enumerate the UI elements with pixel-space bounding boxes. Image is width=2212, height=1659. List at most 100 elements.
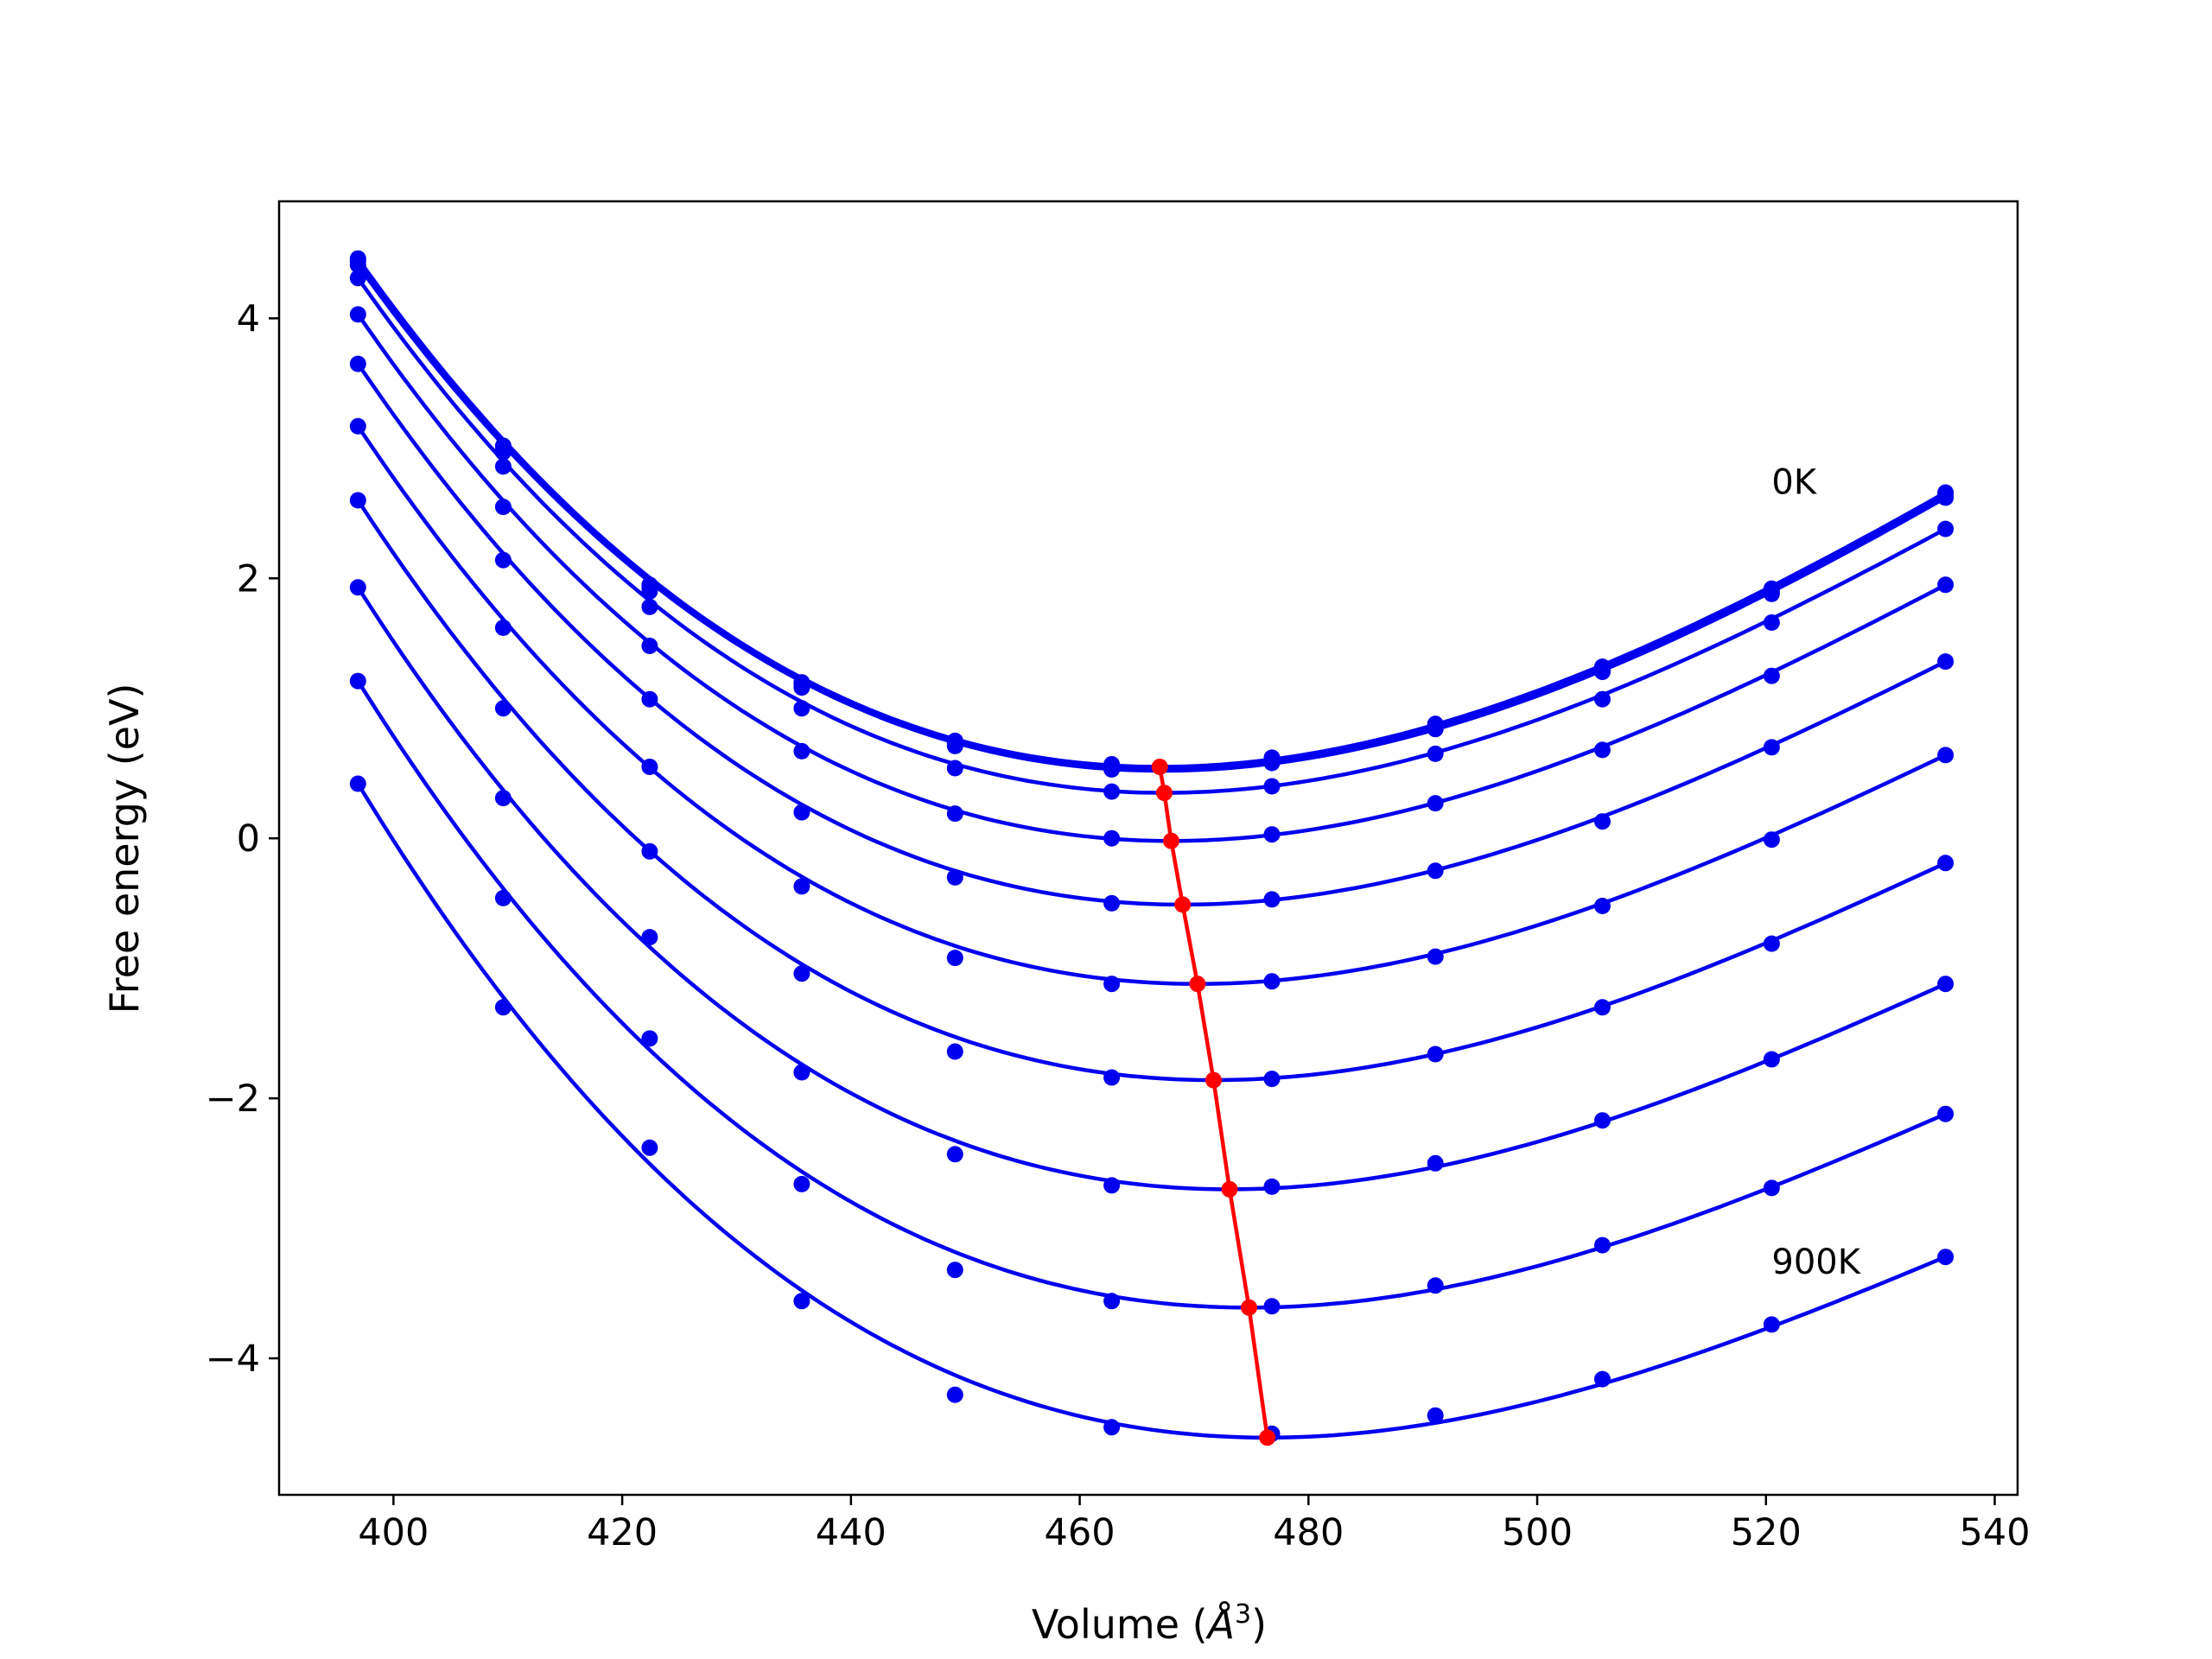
- y-axis-ticks: −4 −2 0 2 4: [206, 297, 279, 1381]
- x-axis-ticks: 400 420 440 460 480 500 520 540: [358, 1495, 2031, 1554]
- data-point: [1263, 826, 1281, 843]
- data-point: [1263, 778, 1281, 795]
- data-point: [793, 700, 810, 717]
- y-tick-label: 2: [237, 557, 260, 601]
- data-point: [1594, 1370, 1611, 1388]
- data-point: [1427, 1046, 1444, 1063]
- fit-curve: [356, 586, 1947, 1192]
- data-point: [1103, 1419, 1121, 1436]
- data-point: [641, 929, 658, 946]
- data-point: [1937, 520, 1955, 537]
- data-point: [349, 306, 366, 323]
- data-point: [946, 950, 963, 967]
- data-point: [946, 737, 963, 754]
- data-point: [1594, 690, 1611, 708]
- data-point: [1103, 1069, 1121, 1086]
- data-point: [1763, 614, 1780, 631]
- curve-annotations: 0K 900K: [1771, 463, 1861, 1283]
- curve-annotation: 0K: [1771, 463, 1817, 503]
- data-point: [1103, 783, 1121, 800]
- minimum-point: [1221, 1180, 1238, 1198]
- fit-curve: [356, 276, 1947, 795]
- data-point: [494, 999, 512, 1016]
- minimum-point: [1156, 785, 1173, 802]
- data-point: [349, 270, 366, 287]
- data-point: [1937, 489, 1955, 506]
- data-point: [1763, 667, 1780, 684]
- data-point: [1263, 973, 1281, 990]
- x-tick-label: 480: [1273, 1511, 1344, 1554]
- minimum-point: [1151, 759, 1168, 775]
- data-point: [1763, 935, 1780, 952]
- x-tick-label: 420: [587, 1511, 658, 1554]
- data-point: [1427, 862, 1444, 880]
- minimum-point: [1259, 1429, 1276, 1446]
- data-point: [1427, 1154, 1444, 1172]
- data-point: [793, 965, 810, 982]
- data-point: [793, 679, 810, 696]
- data-point: [1427, 745, 1444, 762]
- data-point: [1763, 1051, 1780, 1068]
- data-point: [793, 1293, 810, 1310]
- fit-curve: [356, 499, 1947, 1083]
- y-axis-label: Free energy (eV): [101, 683, 148, 1014]
- data-point: [1594, 1236, 1611, 1254]
- data-point: [793, 742, 810, 760]
- data-point: [494, 790, 512, 807]
- fit-curve: [356, 679, 1947, 1310]
- data-point: [1594, 898, 1611, 914]
- data-point: [1594, 664, 1611, 681]
- data-point: [494, 499, 512, 516]
- data-point: [1263, 754, 1281, 772]
- data-point: [1103, 830, 1121, 847]
- data-point: [349, 775, 366, 792]
- x-axis-label: Volume (Å3): [1032, 1599, 1267, 1648]
- data-point: [349, 417, 366, 435]
- minimum-point: [1241, 1299, 1257, 1316]
- x-tick-label: 540: [1959, 1511, 2030, 1554]
- data-point: [1937, 1249, 1955, 1266]
- data-point: [946, 1386, 963, 1403]
- x-tick-label: 520: [1731, 1511, 1802, 1554]
- data-point: [1594, 813, 1611, 830]
- minimum-point: [1189, 976, 1206, 993]
- data-point: [349, 355, 366, 372]
- data-point: [946, 868, 963, 886]
- data-point: [641, 582, 658, 600]
- data-point: [1427, 1407, 1444, 1424]
- data-point: [349, 672, 366, 690]
- minima-curve: [1151, 759, 1276, 1446]
- fit-curves: [356, 257, 1947, 1440]
- data-point: [494, 458, 512, 475]
- data-point: [1937, 1105, 1955, 1122]
- data-point: [1263, 1071, 1281, 1088]
- data-point: [1427, 721, 1444, 738]
- data-point: [494, 551, 512, 569]
- x-tick-label: 400: [358, 1511, 429, 1554]
- data-point: [946, 805, 963, 823]
- data-point: [1763, 831, 1780, 849]
- data-point: [1594, 741, 1611, 759]
- minimum-point: [1205, 1071, 1222, 1089]
- data-point: [641, 759, 658, 775]
- y-tick-label: −4: [206, 1338, 260, 1381]
- data-point: [1937, 747, 1955, 764]
- y-tick-label: 0: [237, 817, 260, 861]
- data-point: [1427, 948, 1444, 965]
- data-point: [1427, 1277, 1444, 1294]
- data-point: [1937, 976, 1955, 993]
- data-point: [946, 1262, 963, 1279]
- data-point: [1263, 891, 1281, 908]
- x-tick-label: 440: [816, 1511, 887, 1554]
- data-point: [349, 579, 366, 596]
- data-point: [1937, 855, 1955, 872]
- data-point: [1763, 585, 1780, 602]
- data-point: [1263, 1178, 1281, 1195]
- minimum-point: [1174, 896, 1192, 913]
- data-point: [641, 842, 658, 860]
- data-point: [494, 620, 512, 636]
- data-point: [1937, 576, 1955, 594]
- data-point: [1427, 795, 1444, 812]
